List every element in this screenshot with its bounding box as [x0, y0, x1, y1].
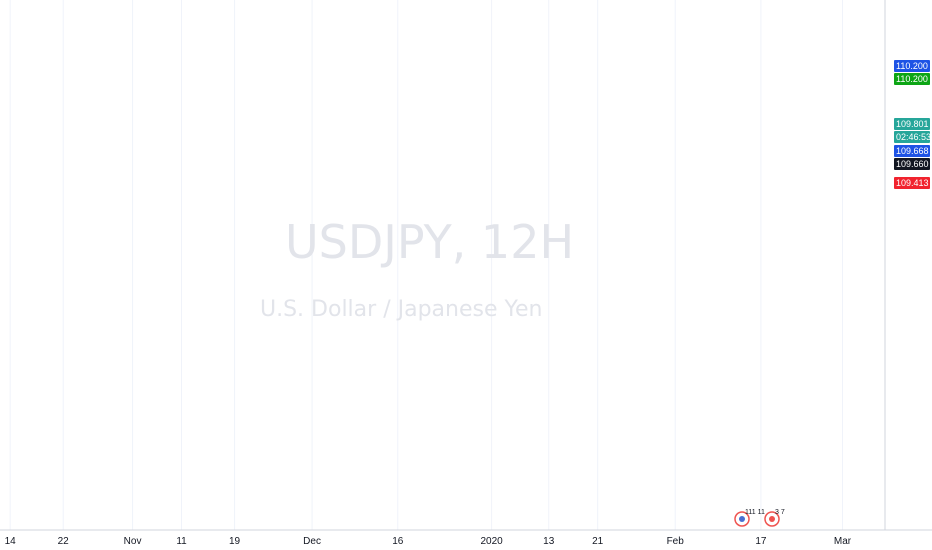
time-axis-tick-label: Mar	[834, 536, 852, 547]
price-tag-countdown-label: 02:46:53	[896, 132, 931, 142]
event-count-label: 111 11	[745, 509, 765, 516]
watermark-symbol: USDJPY, 12H	[285, 215, 574, 269]
time-axis[interactable]: 14 22 Nov 11 19 Dec 16 2020 13 21 Feb 17 Mar	[5, 536, 852, 547]
time-axis-tick-label: 16	[392, 536, 404, 547]
price-tags: 110.200 110.200 109.801 02:46:53 109.668 109.…	[894, 60, 931, 189]
time-axis-tick-label: 2020	[480, 536, 503, 547]
price-tag-last-label: 109.801	[896, 119, 929, 129]
event-flag-dot	[769, 516, 775, 522]
time-axis-tick-label: 11	[176, 536, 187, 547]
event-count-label: 3 7	[775, 509, 785, 516]
price-tag-stop-label: 109.413	[896, 178, 929, 188]
time-axis-tick-label: 22	[58, 536, 70, 547]
price-tag-last	[894, 118, 930, 130]
time-axis-tick-label: 13	[543, 536, 555, 547]
chart-grid	[9, 0, 843, 530]
time-axis-tick-label: 21	[592, 536, 604, 547]
watermark-description: U.S. Dollar / Japanese Yen	[260, 297, 542, 322]
price-tag-entry	[894, 158, 930, 170]
price-tag-target	[894, 73, 930, 85]
economic-events[interactable]: 111 11 3 7	[734, 509, 785, 527]
price-tag-level	[894, 145, 930, 157]
price-tag-level-label: 109.668	[896, 146, 929, 156]
time-axis-tick-label: 17	[755, 536, 767, 547]
time-axis-tick-label: 19	[229, 536, 241, 547]
event-flag-dot	[739, 516, 745, 522]
price-tag-level-label: 110.200	[896, 61, 928, 71]
price-tag-target-label: 110.200	[896, 74, 928, 84]
price-tag-countdown	[894, 131, 930, 143]
time-axis-tick-label: Nov	[124, 536, 142, 547]
price-tag-level	[894, 60, 930, 72]
time-axis-tick-label: Feb	[667, 536, 685, 547]
time-axis-tick-label: 14	[5, 536, 17, 547]
price-tag-entry-label: 109.660	[896, 159, 929, 169]
price-tag-stop	[894, 177, 930, 189]
time-axis-tick-label: Dec	[303, 536, 321, 547]
